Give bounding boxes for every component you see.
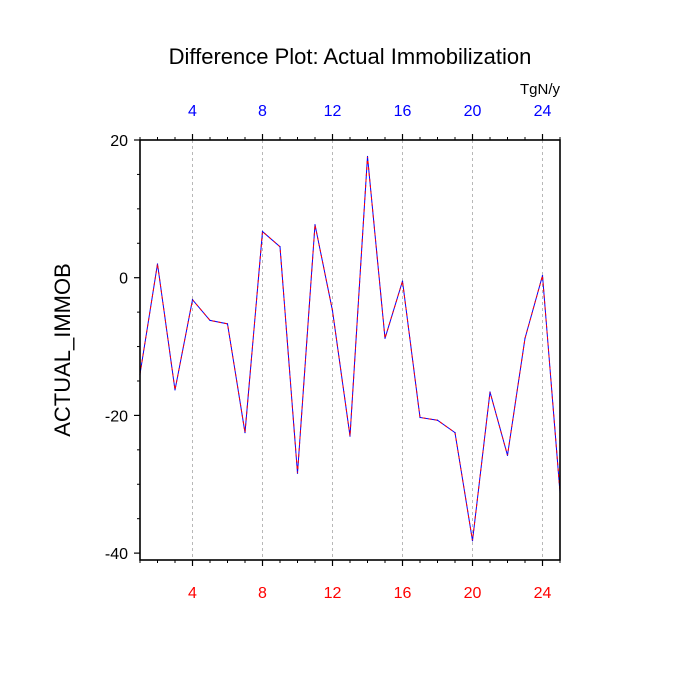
x-tick-label-top: 20: [464, 103, 482, 120]
data-point: [191, 299, 194, 301]
x-tick-label-bottom: 24: [534, 585, 552, 602]
y-axis-label: ACTUAL_IMMOB: [50, 263, 75, 437]
y-tick-label: 0: [119, 271, 128, 288]
gridlines: [192, 140, 543, 560]
data-point: [244, 432, 246, 434]
data-point: [331, 310, 334, 312]
x-tick-label-top: 12: [324, 103, 342, 120]
x-tick-label-top: 4: [188, 103, 197, 120]
data-point: [349, 435, 351, 437]
data-point: [296, 472, 299, 474]
y-tick-label: -20: [105, 408, 128, 425]
data-point: [541, 275, 544, 277]
x-tick-label-bottom: 20: [464, 585, 482, 602]
data-point: [156, 263, 159, 265]
data-point: [209, 319, 211, 321]
x-tick-label-bottom: 12: [324, 585, 342, 602]
series-line: [139, 156, 561, 541]
x-tick-label-bottom: 8: [258, 585, 267, 602]
data-point: [506, 454, 509, 456]
data-point: [524, 337, 526, 339]
data-point: [279, 246, 281, 248]
x-tick-label-top: 8: [258, 103, 267, 120]
x-tick-label-top: 24: [534, 103, 552, 120]
x-tick-label-bottom: 4: [188, 585, 197, 602]
tick-marks: [134, 134, 561, 566]
data-point: [471, 540, 474, 542]
chart-title: Difference Plot: Actual Immobilization: [169, 44, 532, 69]
data-point: [366, 155, 369, 158]
y-tick-label: 20: [110, 133, 128, 150]
data-series: [139, 155, 561, 542]
data-point: [174, 389, 176, 391]
units-label: TgN/y: [520, 81, 561, 98]
x-tick-label-bottom: 16: [394, 585, 412, 602]
y-tick-label: -40: [105, 546, 128, 563]
data-point: [436, 419, 439, 421]
data-point: [454, 432, 456, 434]
data-point: [401, 280, 404, 282]
series-line-overlay: [139, 156, 561, 541]
plot-frame: [139, 139, 561, 561]
data-point: [489, 391, 491, 393]
data-point: [314, 224, 316, 226]
data-point: [384, 337, 386, 339]
data-point: [261, 230, 264, 233]
data-point: [419, 416, 421, 419]
x-tick-label-top: 16: [394, 103, 412, 120]
data-point: [226, 323, 229, 325]
tick-labels: 4 4 8 8 12 12 16 16 20 20 24 24 20 0 -20 -40: [105, 103, 552, 602]
